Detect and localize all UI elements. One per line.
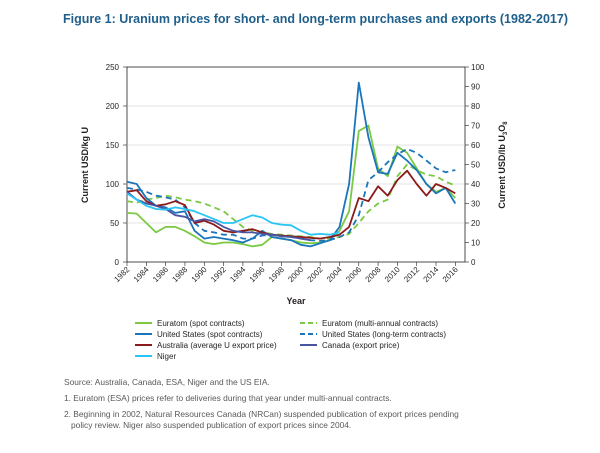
x-tick-label: 1986: [151, 265, 170, 284]
x-tick-label: 1998: [267, 265, 286, 284]
figure-title: Figure 1: Uranium prices for short- and …: [63, 12, 568, 26]
series-line-2: [126, 81, 457, 248]
left-tick-label: 100: [106, 180, 120, 189]
x-tick-label: 1984: [132, 265, 151, 284]
x-axis-label: Year: [286, 296, 306, 306]
right-tick-label: 0: [471, 258, 476, 267]
right-y-axis-label: Current USD/lb U3O8: [497, 121, 509, 209]
right-y-axis-label-sub2: 8: [503, 121, 509, 125]
right-tick-label: 60: [471, 141, 480, 150]
series-line-0: [126, 124, 456, 248]
legend-label-0: Euratom (spot contracts): [157, 319, 245, 328]
legend-label-3: United States (long-term contracts): [322, 330, 446, 339]
uranium-price-chart: 0 50 100 150 200 250 0 10 20 30 40 50 60 70 80 90 100 1…: [80, 63, 509, 361]
x-tick-label: 1990: [190, 265, 209, 284]
x-tick-label: 2006: [344, 265, 363, 284]
left-tick-label: 250: [106, 63, 120, 72]
x-axis: 1982 1984 1986 1988 1990 1992 1994 1996 1998 2000…: [112, 262, 460, 284]
legend-label-1: Euratom (multi-annual contracts): [322, 319, 438, 328]
left-tick-label: 0: [115, 258, 120, 267]
footnote-2: 2. Beginning in 2002, Natural Resources …: [64, 409, 584, 431]
x-tick-label: 2000: [286, 265, 305, 284]
series-line-6: [126, 192, 340, 236]
footnote-1: 1. Euratom (ESA) prices refer to deliver…: [64, 393, 392, 403]
x-tick-label: 2008: [364, 265, 383, 284]
x-tick-label: 1994: [228, 265, 247, 284]
x-tick-label: 2014: [421, 265, 440, 284]
grid-lines: [127, 105, 465, 224]
right-tick-label: 100: [471, 63, 485, 72]
right-y-axis-label-sub1: 3: [503, 131, 509, 135]
right-y-axis-label-main: Current USD/lb U: [497, 135, 507, 209]
right-tick-label: 50: [471, 161, 480, 170]
series-line-5: [126, 191, 311, 242]
x-tick-label: 2004: [325, 265, 344, 284]
series-lines: [126, 81, 457, 248]
right-tick-label: 30: [471, 200, 480, 209]
x-tick-label: 1992: [209, 265, 228, 284]
legend-label-2: United States (spot contracts): [157, 330, 263, 339]
series-line-4: [126, 169, 456, 240]
right-y-axis: 0 10 20 30 40 50 60 70 80 90 100: [465, 63, 485, 267]
x-tick-label: 1982: [112, 265, 131, 284]
source-note: Source: Australia, Canada, ESA, Niger an…: [64, 377, 270, 387]
right-tick-label: 90: [471, 83, 480, 92]
x-tick-label: 2012: [402, 265, 421, 284]
legend-label-5: Canada (export price): [322, 341, 400, 350]
footnote-2-line-2: policy review. Niger also suspended publ…: [71, 420, 352, 430]
right-tick-label: 70: [471, 122, 480, 131]
x-tick-label: 1988: [170, 265, 189, 284]
x-tick-label: 2016: [441, 265, 460, 284]
right-y-axis-label-o: O: [497, 125, 507, 132]
left-y-axis: 0 50 100 150 200 250: [106, 63, 127, 267]
legend-label-6: Niger: [157, 352, 176, 361]
footnote-2-line-1: 2. Beginning in 2002, Natural Resources …: [64, 409, 459, 419]
right-tick-label: 20: [471, 219, 480, 228]
legend-label-4: Australia (average U export price): [157, 341, 277, 350]
x-tick-label: 1996: [248, 265, 267, 284]
legend: Euratom (spot contracts) Euratom (multi-a…: [135, 319, 446, 361]
right-tick-label: 10: [471, 239, 480, 248]
left-tick-label: 50: [110, 219, 119, 228]
left-tick-label: 150: [106, 141, 120, 150]
left-y-axis-label: Current USD/kg U: [80, 127, 90, 203]
x-tick-label: 2010: [383, 265, 402, 284]
right-tick-label: 80: [471, 102, 480, 111]
x-tick-label: 2002: [306, 265, 325, 284]
right-tick-label: 40: [471, 180, 480, 189]
left-tick-label: 200: [106, 102, 120, 111]
